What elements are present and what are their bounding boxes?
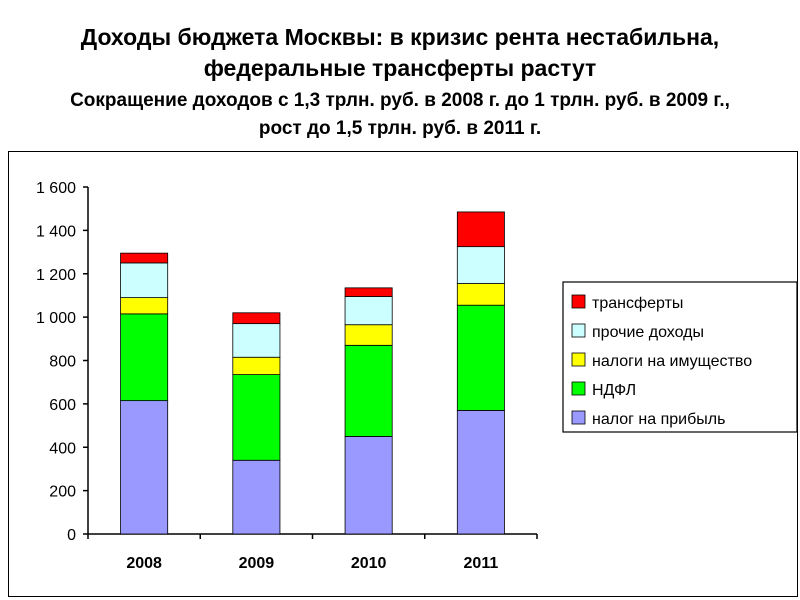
y-tick-label: 600 [49, 397, 76, 414]
bar-segment [232, 312, 281, 325]
bar-segment [120, 313, 169, 402]
chart-subtitle-line-2: рост до 1,5 трлн. руб. в 2011 г. [258, 118, 542, 139]
chart-subtitle: Сокращение доходов с 1,3 трлн. руб. в 20… [0, 87, 800, 143]
bar-segment [456, 304, 505, 411]
x-category-label: 2010 [351, 555, 387, 572]
y-tick-label: 1 400 [36, 223, 76, 240]
bar-segment [344, 436, 393, 535]
bar-segment [456, 246, 505, 284]
bar-segment [344, 324, 393, 346]
bar-segment [344, 296, 393, 326]
legend-box [562, 281, 798, 433]
legend-label: налоги на имущество [592, 353, 752, 370]
chart-title-line-1: Доходы бюджета Москвы: в кризис рента не… [80, 24, 720, 50]
y-tick-label: 400 [49, 440, 76, 457]
bar-segment [232, 459, 281, 535]
legend-label: прочие доходы [592, 324, 704, 341]
x-category-label: 2011 [464, 555, 499, 572]
chart-header: Доходы бюджета Москвы: в кризис рента не… [0, 0, 800, 143]
y-tick-label: 1 600 [36, 180, 76, 197]
bar-segment [456, 409, 505, 535]
legend-swatch [571, 352, 586, 367]
bar-segment [344, 344, 393, 437]
y-tick-label: 800 [49, 354, 76, 371]
bar-segment [232, 356, 281, 375]
legend-swatch [571, 381, 586, 396]
chart-title: Доходы бюджета Москвы: в кризис рента не… [0, 22, 800, 84]
bar-segment [456, 211, 505, 248]
legend-label: НДФЛ [592, 382, 636, 399]
legend-label: трансферты [592, 295, 683, 312]
y-tick-label: 200 [49, 484, 76, 501]
bar-segment [120, 400, 169, 535]
bar-segment [232, 323, 281, 358]
bar-segment [344, 287, 393, 297]
bar-segment [120, 252, 169, 264]
legend-swatch [571, 410, 586, 425]
bar-segment [232, 374, 281, 461]
legend-swatch [571, 323, 586, 338]
y-tick-label: 0 [67, 527, 76, 544]
y-tick-label: 1 000 [36, 310, 76, 327]
legend-label: налог на прибыль [592, 411, 725, 428]
x-category-label: 2008 [126, 555, 162, 572]
bar-segment [120, 262, 169, 299]
chart-title-line-2: федеральные трансферты растут [203, 55, 597, 81]
chart-subtitle-line-1: Сокращение доходов с 1,3 трлн. руб. в 20… [70, 90, 730, 111]
legend-swatch [571, 294, 586, 309]
bar-segment [120, 297, 169, 315]
x-category-label: 2009 [239, 555, 275, 572]
bar-segment [456, 283, 505, 306]
y-tick-label: 1 200 [36, 267, 76, 284]
